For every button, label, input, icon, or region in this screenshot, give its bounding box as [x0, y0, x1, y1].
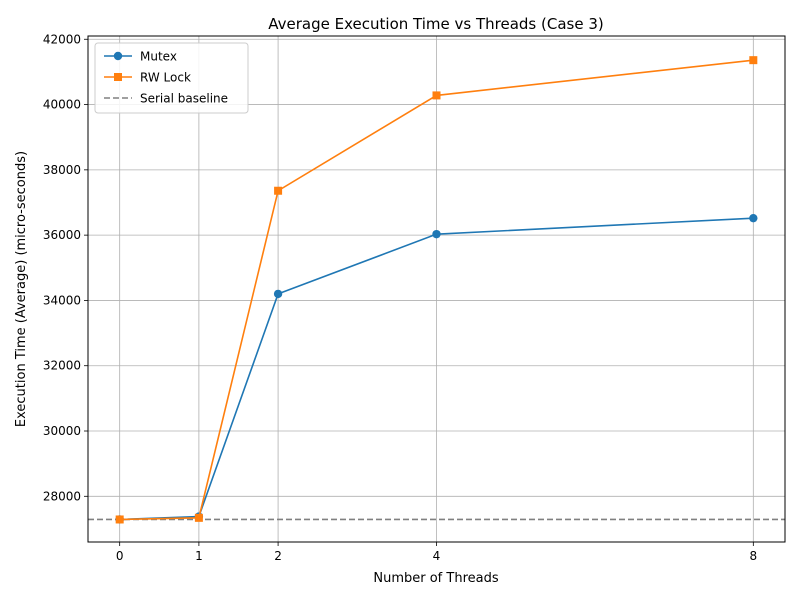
y-tick-label: 28000	[43, 489, 81, 503]
x-axis-label: Number of Threads	[373, 571, 498, 586]
mutex-data-point	[273, 289, 283, 299]
mutex-data-point	[432, 229, 441, 239]
rw-lock-data-point	[115, 515, 124, 524]
rw-lock-data-point	[194, 513, 203, 522]
series-layer	[115, 56, 758, 524]
y-tick-label: 36000	[43, 228, 81, 242]
y-tick-label: 32000	[43, 359, 81, 373]
x-tick-label: 0	[116, 549, 124, 563]
rw-lock-data-point	[749, 56, 758, 65]
x-axis-ticks: 0 1 2 4 8	[116, 542, 757, 563]
legend-rw-lock-label: RW Lock	[140, 71, 191, 85]
y-tick-label: 40000	[43, 98, 81, 112]
y-axis-ticks: 28000 30000 32000 34000 36000 38000 40000 42000	[43, 32, 88, 503]
rw-lock-data-point	[432, 91, 441, 100]
x-tick-label: 8	[749, 549, 757, 563]
y-tick-label: 30000	[43, 424, 81, 438]
y-tick-label: 42000	[43, 32, 81, 46]
rw-lock-data-point	[274, 186, 283, 195]
chart-title: Average Execution Time vs Threads (Case …	[268, 15, 603, 33]
y-tick-label: 38000	[43, 163, 81, 177]
mutex-data-point	[749, 213, 758, 223]
legend-box	[94, 42, 249, 114]
legend-mutex-marker	[113, 51, 123, 61]
x-tick-label: 2	[274, 549, 282, 563]
y-tick-label: 34000	[43, 293, 81, 307]
x-tick-label: 4	[433, 549, 441, 563]
legend-rw-lock-marker	[114, 73, 122, 81]
legend: Mutex RW Lock Serial baseline	[94, 42, 249, 114]
x-tick-label: 1	[195, 549, 203, 563]
y-axis-label: Execution Time (Average) (micro-seconds)	[14, 151, 29, 427]
legend-serial-baseline-label: Serial baseline	[140, 92, 228, 106]
legend-mutex-label: Mutex	[140, 50, 177, 64]
